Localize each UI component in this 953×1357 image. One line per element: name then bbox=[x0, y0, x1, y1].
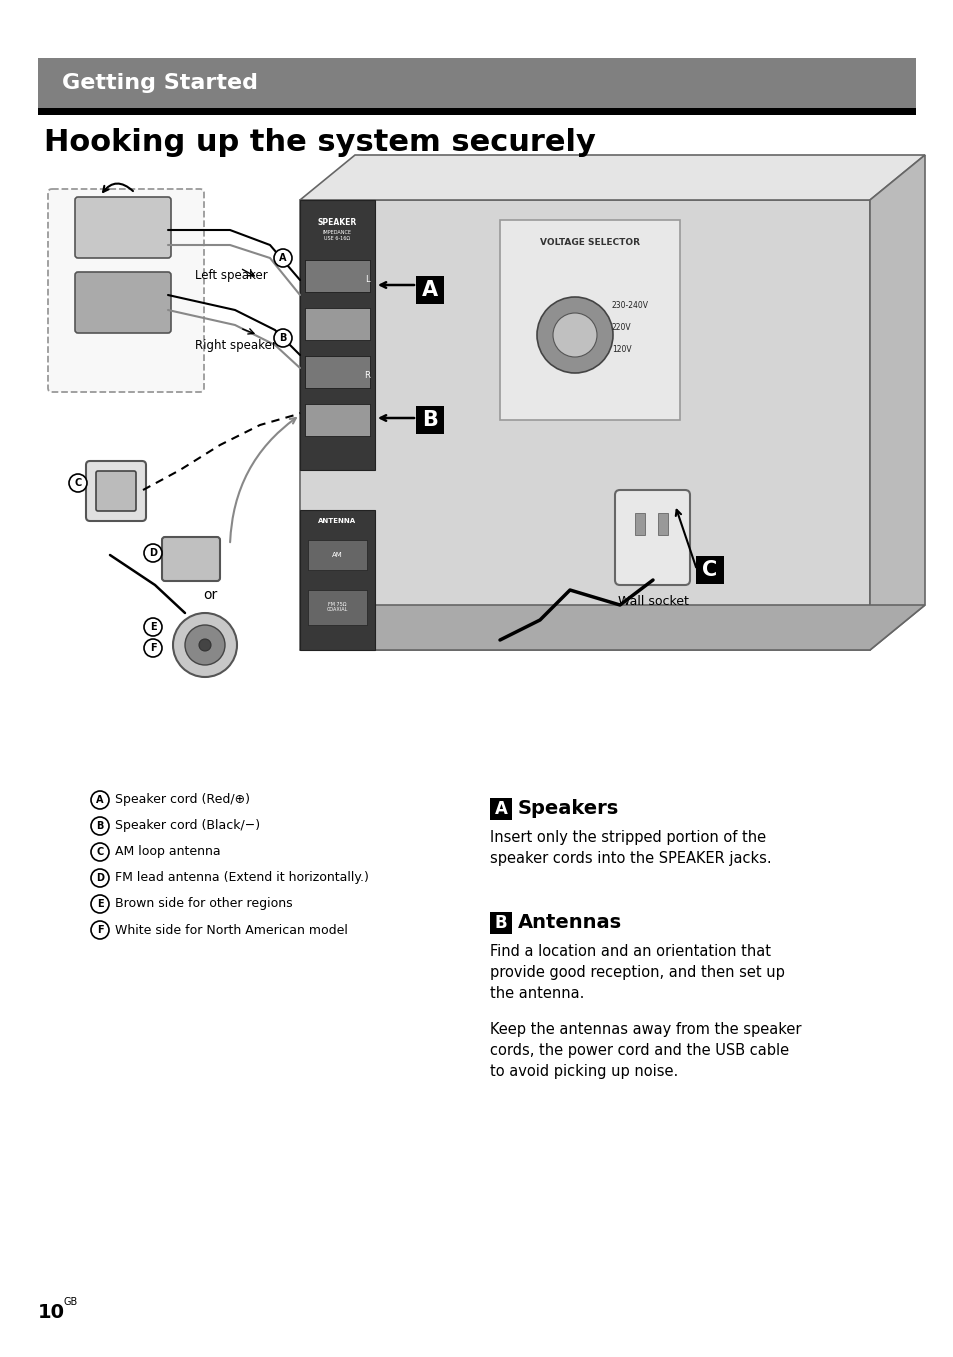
Text: Speaker cord (Black/−): Speaker cord (Black/−) bbox=[115, 820, 260, 832]
Bar bbox=[305, 356, 370, 388]
Text: FM lead antenna (Extend it horizontally.): FM lead antenna (Extend it horizontally.… bbox=[115, 871, 369, 885]
Circle shape bbox=[91, 843, 109, 860]
Text: B: B bbox=[96, 821, 104, 830]
Circle shape bbox=[91, 921, 109, 939]
Bar bbox=[305, 404, 370, 436]
Text: Left speaker: Left speaker bbox=[194, 269, 268, 281]
Text: A: A bbox=[494, 801, 507, 818]
Text: Speakers: Speakers bbox=[517, 799, 618, 818]
Text: A: A bbox=[96, 795, 104, 805]
Text: C: C bbox=[96, 847, 104, 858]
Bar bbox=[38, 109, 915, 115]
Bar bbox=[490, 912, 512, 934]
Text: F: F bbox=[150, 643, 156, 653]
Text: B: B bbox=[495, 915, 507, 932]
Bar bbox=[38, 58, 915, 109]
Bar bbox=[416, 275, 443, 304]
Circle shape bbox=[537, 297, 613, 373]
Text: E: E bbox=[96, 898, 103, 909]
Circle shape bbox=[144, 617, 162, 636]
Text: GB: GB bbox=[64, 1297, 78, 1307]
Text: AM: AM bbox=[332, 552, 342, 558]
Text: B: B bbox=[279, 332, 287, 343]
FancyBboxPatch shape bbox=[162, 537, 220, 581]
Bar bbox=[299, 199, 375, 470]
Circle shape bbox=[91, 868, 109, 887]
Text: F: F bbox=[96, 925, 103, 935]
FancyBboxPatch shape bbox=[48, 189, 204, 392]
Text: D: D bbox=[149, 548, 157, 558]
Text: A: A bbox=[279, 252, 287, 263]
Circle shape bbox=[91, 817, 109, 835]
Text: Speaker cord (Red/⊕): Speaker cord (Red/⊕) bbox=[115, 794, 250, 806]
Text: 230-240V: 230-240V bbox=[612, 300, 648, 309]
Bar bbox=[416, 406, 443, 434]
Text: D: D bbox=[96, 873, 104, 883]
Bar bbox=[308, 590, 367, 626]
Bar bbox=[696, 556, 723, 584]
Text: VOLTAGE SELECTOR: VOLTAGE SELECTOR bbox=[539, 237, 639, 247]
Bar bbox=[490, 798, 512, 820]
Circle shape bbox=[274, 248, 292, 267]
Text: 120V: 120V bbox=[612, 345, 631, 354]
Text: Right speaker: Right speaker bbox=[194, 338, 276, 351]
Text: E: E bbox=[150, 622, 156, 632]
Text: Getting Started: Getting Started bbox=[62, 73, 257, 94]
Bar bbox=[308, 540, 367, 570]
Polygon shape bbox=[299, 155, 924, 199]
FancyBboxPatch shape bbox=[96, 471, 136, 512]
Circle shape bbox=[69, 474, 87, 493]
Bar bbox=[299, 510, 375, 650]
FancyBboxPatch shape bbox=[75, 271, 171, 332]
Text: C: C bbox=[701, 560, 717, 579]
Text: C: C bbox=[74, 478, 82, 489]
Text: 10: 10 bbox=[38, 1303, 65, 1322]
Text: FM 75Ω
COAXIAL: FM 75Ω COAXIAL bbox=[327, 601, 348, 612]
Circle shape bbox=[553, 313, 597, 357]
Circle shape bbox=[144, 544, 162, 562]
Text: AM loop antenna: AM loop antenna bbox=[115, 845, 220, 859]
Text: Hooking up the system securely: Hooking up the system securely bbox=[44, 128, 596, 157]
Text: B: B bbox=[421, 410, 437, 430]
Text: SPEAKER: SPEAKER bbox=[317, 218, 356, 227]
Text: 220V: 220V bbox=[612, 323, 631, 331]
Circle shape bbox=[274, 328, 292, 347]
Circle shape bbox=[91, 791, 109, 809]
Circle shape bbox=[91, 896, 109, 913]
Bar bbox=[305, 261, 370, 292]
Bar bbox=[299, 199, 869, 650]
Text: White side for North American model: White side for North American model bbox=[115, 924, 348, 936]
Text: L: L bbox=[364, 275, 369, 285]
Polygon shape bbox=[299, 605, 924, 650]
Text: Keep the antennas away from the speaker
cords, the power cord and the USB cable
: Keep the antennas away from the speaker … bbox=[490, 1022, 801, 1079]
Text: A: A bbox=[421, 280, 437, 300]
Polygon shape bbox=[869, 155, 924, 650]
Text: Wall socket: Wall socket bbox=[617, 594, 688, 608]
Circle shape bbox=[144, 639, 162, 657]
Circle shape bbox=[199, 639, 211, 651]
Text: ANTENNA: ANTENNA bbox=[318, 518, 356, 524]
FancyBboxPatch shape bbox=[75, 197, 171, 258]
FancyBboxPatch shape bbox=[615, 490, 689, 585]
Circle shape bbox=[172, 613, 236, 677]
Bar bbox=[635, 513, 644, 535]
FancyBboxPatch shape bbox=[86, 461, 146, 521]
Text: or: or bbox=[203, 588, 217, 603]
Text: Insert only the stripped portion of the
speaker cords into the SPEAKER jacks.: Insert only the stripped portion of the … bbox=[490, 830, 771, 866]
Bar bbox=[658, 513, 667, 535]
Text: Brown side for other regions: Brown side for other regions bbox=[115, 897, 293, 911]
Bar bbox=[305, 308, 370, 341]
Circle shape bbox=[185, 626, 225, 665]
Text: R: R bbox=[364, 372, 370, 380]
Bar bbox=[499, 220, 679, 421]
Text: Antennas: Antennas bbox=[517, 913, 621, 932]
Text: Find a location and an orientation that
provide good reception, and then set up
: Find a location and an orientation that … bbox=[490, 944, 784, 1001]
Text: IMPEDANCE
USE 6-16Ω: IMPEDANCE USE 6-16Ω bbox=[323, 229, 352, 240]
